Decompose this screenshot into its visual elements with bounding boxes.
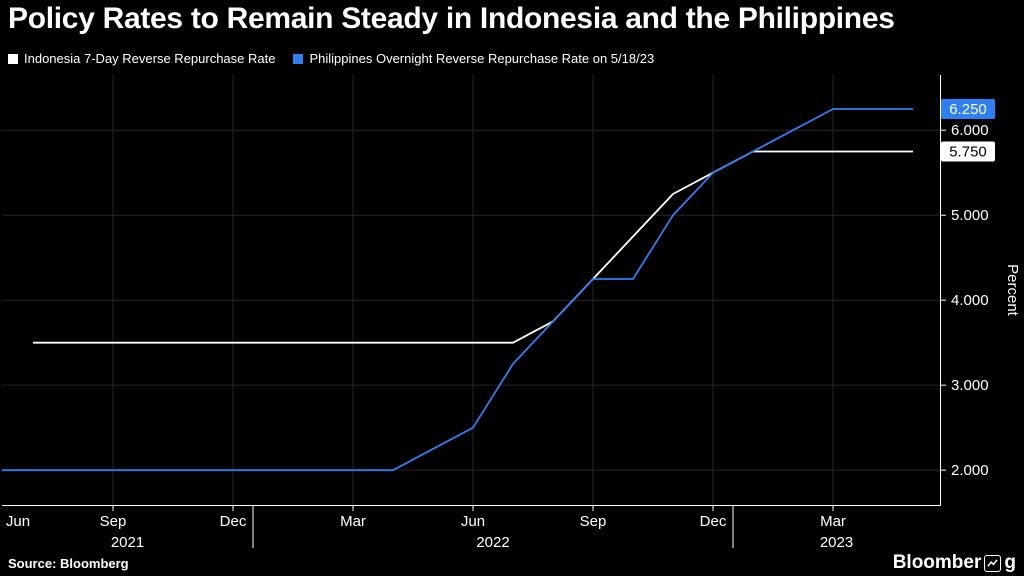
logo-text-pre: Bloomber <box>892 552 982 573</box>
x-tick-label: Mar <box>820 513 846 530</box>
x-tick-label: Jun <box>461 513 485 530</box>
logo-text-post: g <box>1004 552 1016 573</box>
legend-item-indonesia: Indonesia 7-Day Reverse Repurchase Rate <box>8 51 275 66</box>
legend-item-philippines: Philippines Overnight Reverse Repurchase… <box>293 51 654 66</box>
x-tick-label: Mar <box>340 513 366 530</box>
year-label: 2021 <box>111 534 144 551</box>
last-value-label: 5.750 <box>949 143 987 160</box>
legend-label-indonesia: Indonesia 7-Day Reverse Repurchase Rate <box>24 51 276 66</box>
y-tick-label: 2.000 <box>951 462 989 479</box>
legend-label-philippines: Philippines Overnight Reverse Repurchase… <box>309 51 655 66</box>
last-value-badge-indonesia <box>941 141 995 162</box>
year-label: 2023 <box>820 534 853 551</box>
last-value-label: 6.250 <box>949 101 987 118</box>
x-tick-label: Dec <box>700 513 727 530</box>
legend-swatch-philippines <box>293 53 304 64</box>
x-tick-label: Jun <box>6 513 30 530</box>
year-label: 2022 <box>476 534 509 551</box>
chart-title: Policy Rates to Remain Steady in Indones… <box>8 2 895 35</box>
legend: Indonesia 7-Day Reverse Repurchase Rate … <box>8 51 654 66</box>
series-line-philippines <box>2 108 913 472</box>
x-tick-label: Sep <box>580 513 607 530</box>
source-note: Source: Bloomberg <box>8 556 129 571</box>
x-tick-label: Sep <box>100 513 127 530</box>
legend-swatch-indonesia <box>8 53 18 64</box>
bloomberg-logo: Bloomber g <box>893 552 1016 574</box>
y-tick-label: 3.000 <box>951 377 989 394</box>
bloomberg-terminal-icon <box>984 554 1002 572</box>
y-axis-title: Percent <box>1004 264 1021 317</box>
y-tick-label: 5.000 <box>951 207 989 224</box>
y-tick-label: 6.000 <box>951 122 989 139</box>
y-tick-label: 4.000 <box>951 292 989 309</box>
x-tick-label: Dec <box>220 513 247 530</box>
last-value-badge-philippines <box>941 98 995 119</box>
